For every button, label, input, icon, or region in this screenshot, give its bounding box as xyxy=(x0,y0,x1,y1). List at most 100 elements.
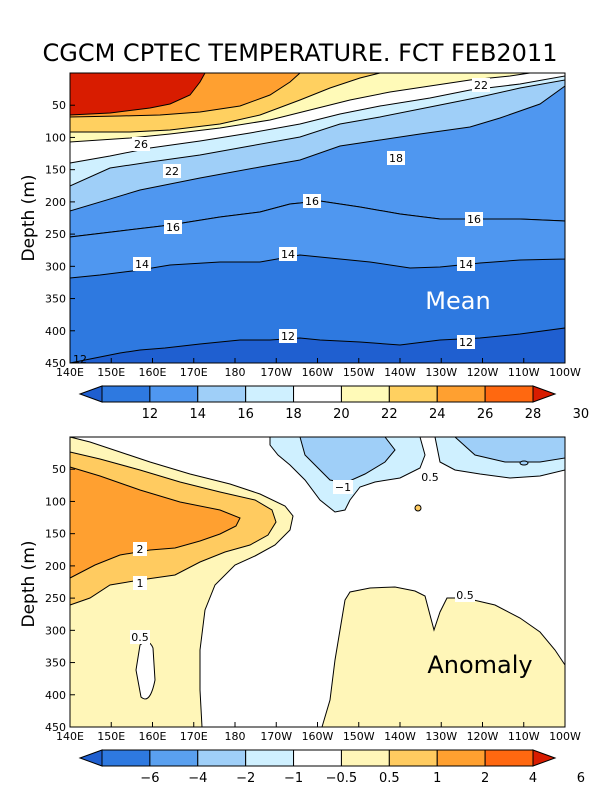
colorbar-label: 4 xyxy=(529,771,537,786)
contour-label-26: 26 xyxy=(134,138,148,151)
colorbar-swatch xyxy=(293,749,342,767)
x-tick-label: 150E xyxy=(97,366,125,379)
x-tick-label: 170W xyxy=(260,730,292,743)
label-bg xyxy=(132,137,150,151)
colorbar-label: 18 xyxy=(285,407,302,422)
contour-label-16: 16 xyxy=(467,213,481,226)
colorbar-arrow-low xyxy=(78,749,103,767)
label-bg xyxy=(133,542,147,556)
colorbar-swatch xyxy=(101,749,151,767)
x-tick-label: 160W xyxy=(302,366,334,379)
label-bg xyxy=(130,630,150,644)
anomaly-y-axis-label: Depth (m) xyxy=(19,540,39,627)
colorbar-label: 16 xyxy=(237,407,254,422)
y-tick-label: 100 xyxy=(45,495,66,508)
label-bg xyxy=(303,194,321,208)
anom-region-fill-0.5-1-east xyxy=(321,586,566,728)
contour-label-neg-1: −1 xyxy=(335,481,351,494)
chart-title: CGCM CPTEC TEMPERATURE. FCT FEB2011 xyxy=(42,39,557,67)
contour-label-12: 12 xyxy=(459,336,473,349)
y-tick-label: 350 xyxy=(45,293,66,306)
x-tick-label: 110W xyxy=(508,730,540,743)
contour-label-14: 14 xyxy=(135,258,149,271)
colorbar-swatch xyxy=(245,749,295,767)
contour-label-12: 12 xyxy=(73,353,87,366)
contour-label-1: 1 xyxy=(137,577,144,590)
contour-label-12: 12 xyxy=(281,330,295,343)
contour-label-2: 2 xyxy=(137,543,144,556)
x-tick-label: 140W xyxy=(384,730,416,743)
y-tick-label: 200 xyxy=(45,560,66,573)
mean-panel: 26 22 22 18 16 16 16 14 14 14 12 12 12 M… xyxy=(19,72,581,379)
mean-x-axis: 140E 150E 160E 170E 180 170W 160W 150W 140W 130W 1… xyxy=(56,358,581,379)
colorbar-label: 1 xyxy=(433,771,441,786)
label-bg xyxy=(333,480,353,494)
x-tick-label: 150W xyxy=(343,730,375,743)
y-tick-label: 150 xyxy=(45,164,66,177)
colorbar-label: 20 xyxy=(333,407,350,422)
colorbar-swatch xyxy=(388,385,438,403)
colorbar-swatch xyxy=(340,749,390,767)
colorbar-label: −4 xyxy=(188,771,207,786)
x-tick-label: 140W xyxy=(384,366,416,379)
x-tick-label: 120W xyxy=(467,730,499,743)
anomaly-x-axis: 140E 150E 160E 170E 180 170W 160W 150W 140W 130W 1… xyxy=(56,722,581,743)
anom-region-fill-neg-1-2 xyxy=(299,436,396,484)
colorbar-label: −0.5 xyxy=(326,771,358,786)
mean-y-axis: 50 100 150 200 250 300 350 400 450 xyxy=(45,99,75,370)
mean-contour-labels: 26 22 22 18 16 16 16 14 14 14 12 12 12 xyxy=(73,78,490,366)
mean-band-fill-lt-12 xyxy=(69,327,566,364)
contour-label-16: 16 xyxy=(166,221,180,234)
contour-label-0.5: 0.5 xyxy=(421,471,439,484)
anomaly-contour-labels: 2 1 0.5 0.5 0.5 −1 xyxy=(130,470,475,644)
label-bg xyxy=(472,78,490,92)
mean-y-axis-label: Depth (m) xyxy=(19,174,39,261)
contour-label-14: 14 xyxy=(459,258,473,271)
y-tick-label: 150 xyxy=(45,528,66,541)
colorbar-label: 14 xyxy=(190,407,207,422)
x-tick-label: 120W xyxy=(467,366,499,379)
anomaly-contour-fill xyxy=(69,436,566,728)
label-bg xyxy=(455,588,475,602)
contour-label-0.5: 0.5 xyxy=(456,589,474,602)
y-tick-label: 100 xyxy=(45,131,66,144)
colorbar-arrow-low xyxy=(78,385,103,403)
contour-label-22: 22 xyxy=(474,79,488,92)
colorbar-label: 2 xyxy=(481,771,489,786)
x-tick-label: 170W xyxy=(260,366,292,379)
contour-label-22: 22 xyxy=(165,165,179,178)
mean-band-fill-gt-30 xyxy=(69,72,206,116)
y-tick-label: 300 xyxy=(45,260,66,273)
anom-small-patch xyxy=(414,504,422,512)
colorbar-swatch xyxy=(436,385,486,403)
x-tick-label: 170E xyxy=(180,366,208,379)
x-tick-label: 170E xyxy=(180,730,208,743)
y-tick-label: 300 xyxy=(45,624,66,637)
anom-region-fill-gt-2 xyxy=(69,466,241,579)
x-tick-label: 110W xyxy=(508,366,540,379)
panel-label-anomaly: Anomaly xyxy=(427,651,532,679)
y-tick-label: 50 xyxy=(52,463,66,476)
x-tick-label: 180 xyxy=(225,730,246,743)
x-tick-label: 140E xyxy=(56,730,84,743)
y-tick-label: 200 xyxy=(45,196,66,209)
colorbar-swatch xyxy=(340,385,390,403)
colorbar-swatch xyxy=(436,749,486,767)
colorbar-swatch xyxy=(388,749,438,767)
colorbar-label: 26 xyxy=(477,407,494,422)
contour-label-14: 14 xyxy=(281,248,295,261)
anomaly-y-axis: 50 100 150 200 250 300 350 400 450 xyxy=(45,463,75,734)
x-tick-label: 130W xyxy=(425,366,457,379)
x-tick-label: 100W xyxy=(549,366,581,379)
colorbar-swatch xyxy=(197,385,247,403)
colorbar-label: 22 xyxy=(381,407,398,422)
anom-small-patch xyxy=(519,460,529,466)
colorbar-label: 30 xyxy=(573,407,590,422)
y-tick-label: 450 xyxy=(45,721,66,734)
contour-label-0.5: 0.5 xyxy=(131,631,149,644)
x-tick-label: 100W xyxy=(549,730,581,743)
y-tick-label: 250 xyxy=(45,228,66,241)
mean-contour-fill xyxy=(69,72,566,364)
label-bg xyxy=(133,576,147,590)
